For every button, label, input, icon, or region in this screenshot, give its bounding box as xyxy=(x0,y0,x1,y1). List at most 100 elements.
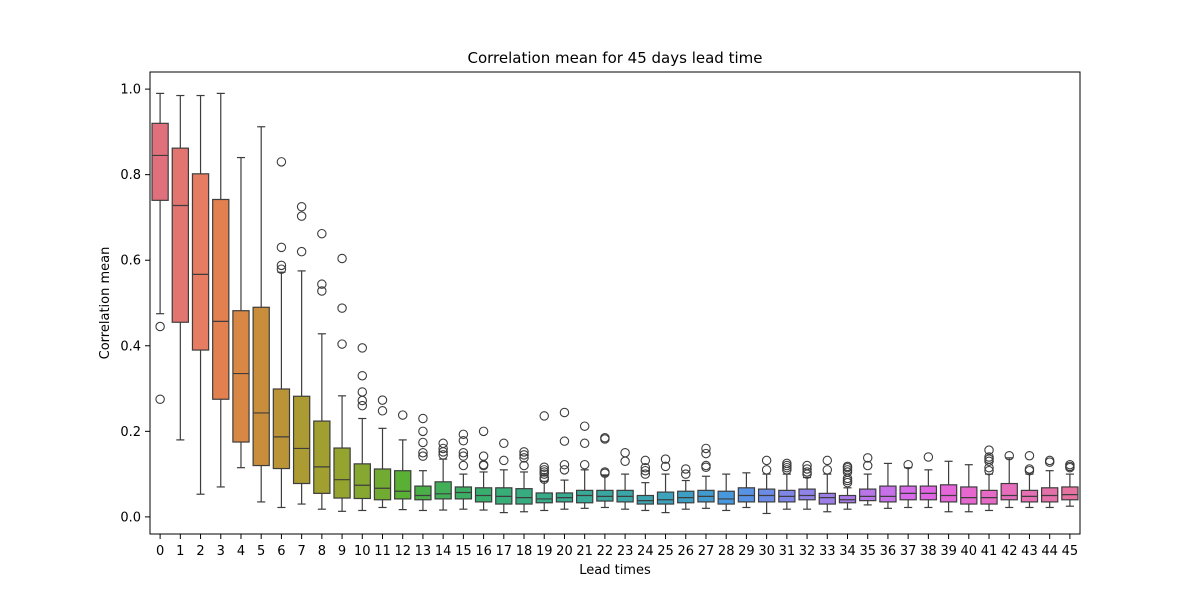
outlier-point xyxy=(519,453,529,463)
x-tick-label: 16 xyxy=(475,544,492,559)
box-36 xyxy=(879,462,897,509)
outlier-point xyxy=(377,406,388,416)
x-tick-label: 11 xyxy=(374,544,391,559)
iqr-box xyxy=(939,484,958,503)
outlier-point xyxy=(802,469,812,479)
box-15 xyxy=(454,429,473,510)
outlier-point xyxy=(357,395,368,406)
iqr-box xyxy=(333,447,351,499)
outlier-point xyxy=(782,465,792,475)
iqr-box xyxy=(656,491,675,505)
outlier-point xyxy=(539,411,549,421)
outlier-point xyxy=(519,460,529,471)
x-tick-label: 39 xyxy=(940,544,957,559)
outlier-point xyxy=(681,464,691,474)
box-12 xyxy=(394,410,412,511)
box-40 xyxy=(960,464,978,513)
x-tick-label: 8 xyxy=(318,544,326,559)
x-tick-label: 2 xyxy=(196,544,204,559)
box-42 xyxy=(1000,450,1018,509)
outlier-point xyxy=(984,456,994,467)
outlier-point xyxy=(458,447,469,458)
outlier-point xyxy=(640,465,651,476)
outlier-point xyxy=(519,447,529,457)
outlier-point xyxy=(357,370,368,381)
iqr-box xyxy=(151,122,169,201)
box-30 xyxy=(757,455,776,515)
y-tick-label: 0.8 xyxy=(120,168,141,183)
outlier-point xyxy=(458,429,469,440)
outlier-point xyxy=(681,469,691,479)
x-tick-label: 36 xyxy=(880,544,897,559)
iqr-box xyxy=(232,310,250,443)
plot-frame xyxy=(149,71,1081,535)
outlier-point xyxy=(862,460,873,471)
x-tick-label: 33 xyxy=(819,544,836,559)
outlier-point xyxy=(579,421,590,431)
outlier-point xyxy=(600,468,610,479)
outlier-point xyxy=(276,264,287,274)
outlier-point xyxy=(418,447,428,458)
box-7 xyxy=(292,202,311,505)
iqr-box xyxy=(292,395,311,485)
outlier-point xyxy=(458,460,469,471)
outlier-point xyxy=(1065,462,1075,473)
iqr-box xyxy=(394,470,412,500)
iqr-box xyxy=(677,490,695,504)
outlier-point xyxy=(640,462,651,473)
outlier-point xyxy=(418,413,428,424)
box-23 xyxy=(616,447,634,510)
box-0 xyxy=(151,92,169,404)
outlier-point xyxy=(701,462,711,473)
outlier-point xyxy=(458,451,469,461)
outlier-point xyxy=(357,387,368,397)
box-9 xyxy=(333,253,351,512)
outlier-point xyxy=(397,410,408,420)
box-17 xyxy=(495,438,513,514)
iqr-box xyxy=(373,468,392,501)
outlier-point xyxy=(438,443,448,454)
boxes-layer xyxy=(151,92,1079,515)
x-tick-label: 44 xyxy=(1041,544,1058,559)
outlier-point xyxy=(539,462,549,473)
outlier-point xyxy=(701,443,711,454)
outlier-point xyxy=(1044,457,1055,467)
iqr-box xyxy=(515,488,533,505)
x-tick-label: 17 xyxy=(496,544,513,559)
box-18 xyxy=(515,447,533,513)
x-tick-label: 24 xyxy=(637,544,654,559)
box-25 xyxy=(656,454,675,514)
x-axis-label: Lead times xyxy=(579,563,651,578)
box-1 xyxy=(171,94,190,441)
outlier-point xyxy=(903,459,913,470)
iqr-box xyxy=(960,486,978,505)
outlier-point xyxy=(438,450,448,460)
x-tick-label: 26 xyxy=(677,544,694,559)
x-tick-label: 42 xyxy=(1001,544,1018,559)
box-3 xyxy=(212,92,230,488)
x-tick-label: 5 xyxy=(257,544,265,559)
outlier-point xyxy=(458,435,469,446)
x-tick-label: 0 xyxy=(156,544,164,559)
outlier-point xyxy=(499,455,509,466)
box-45 xyxy=(1061,459,1079,507)
outlier-point xyxy=(822,455,833,466)
box-35 xyxy=(859,453,877,506)
iqr-box xyxy=(596,489,614,502)
iqr-box xyxy=(252,306,270,467)
outlier-point xyxy=(660,461,671,472)
outlier-point xyxy=(984,462,994,473)
y-axis: 0.0 0.2 0.4 0.6 0.8 1.0 xyxy=(120,83,150,525)
x-tick-label: 35 xyxy=(859,544,876,559)
iqr-box xyxy=(737,487,756,503)
box-11 xyxy=(373,395,392,509)
box-37 xyxy=(899,459,917,509)
iqr-box xyxy=(272,388,291,470)
x-tick-label: 12 xyxy=(394,544,411,559)
outlier-point xyxy=(559,459,570,470)
x-tick-label: 25 xyxy=(657,544,674,559)
outlier-point xyxy=(337,253,347,264)
iqr-box xyxy=(212,198,230,400)
iqr-box xyxy=(1040,487,1059,503)
iqr-box xyxy=(838,494,857,504)
